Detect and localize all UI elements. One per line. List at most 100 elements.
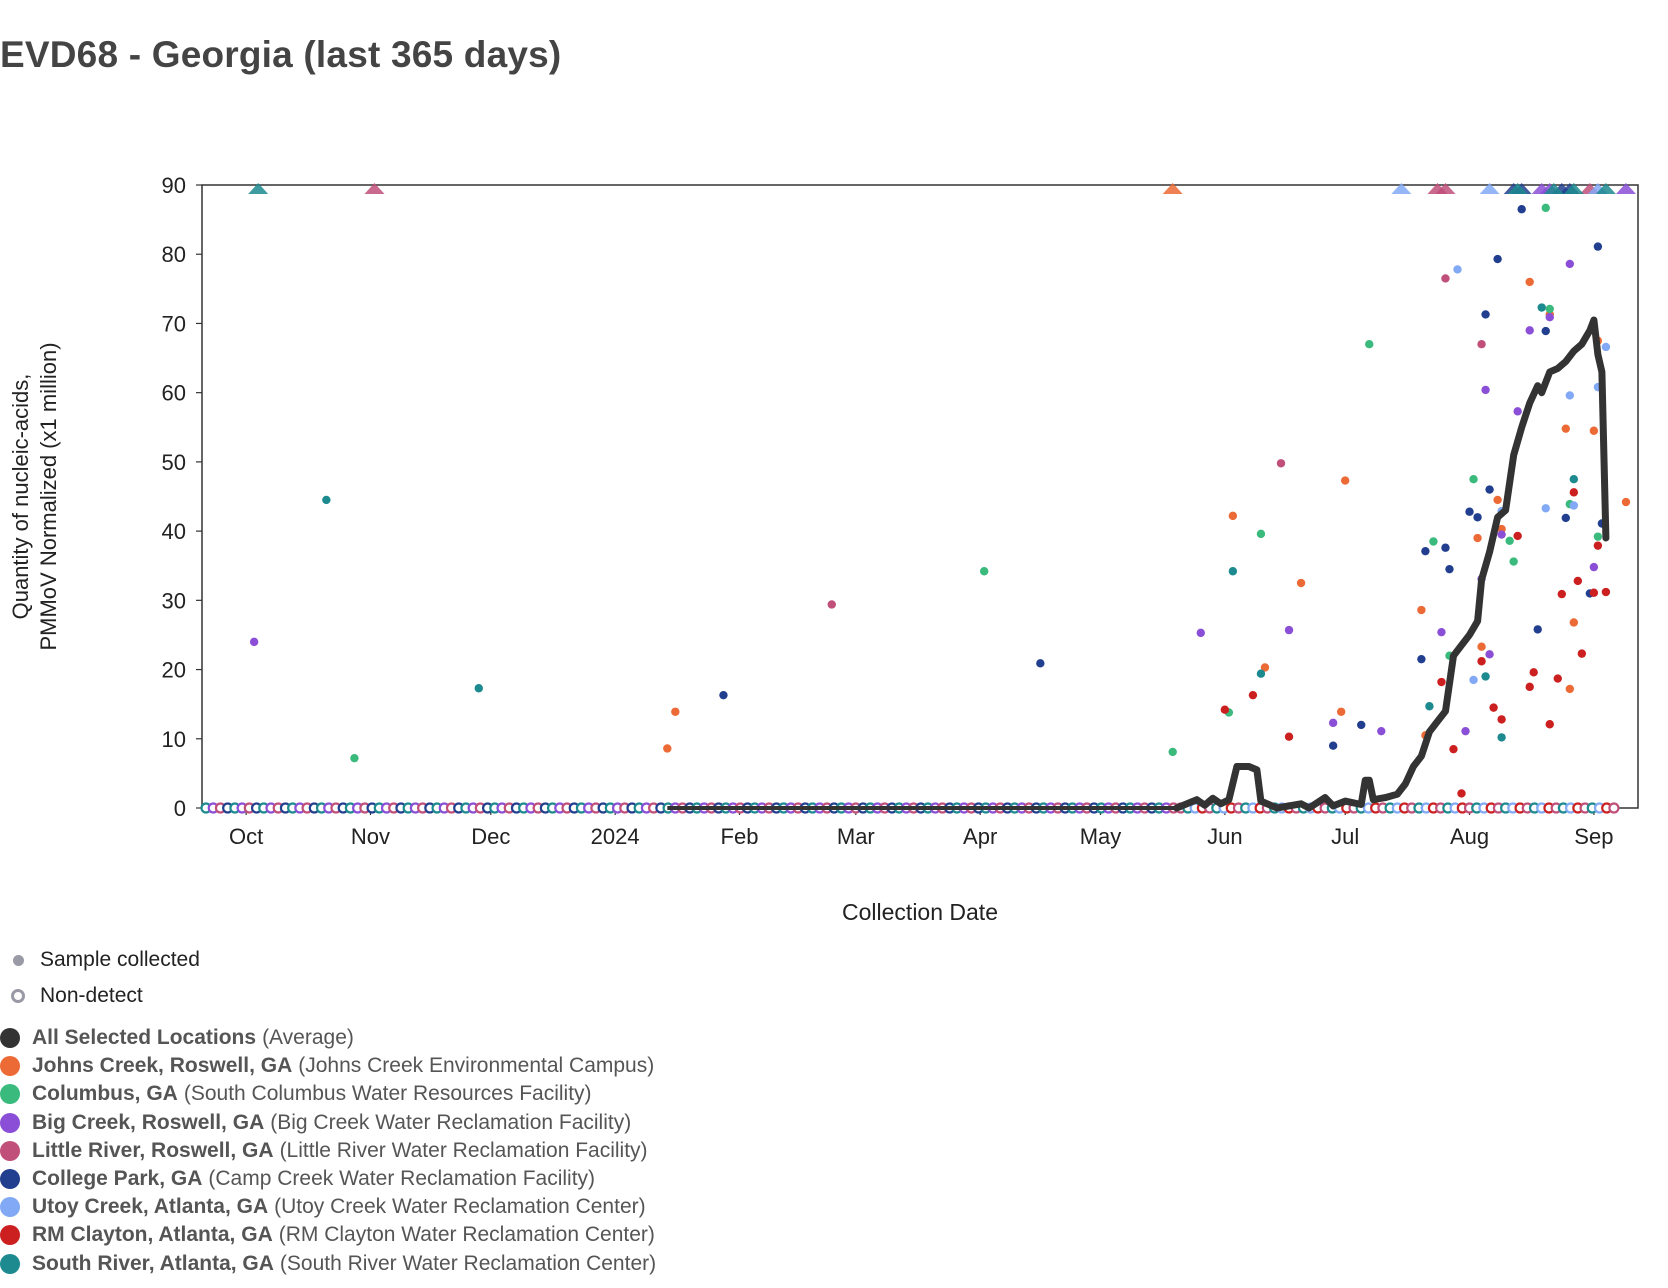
y-tick-label: 80 (162, 242, 186, 267)
x-tick: Jul (1331, 808, 1359, 849)
legend-swatch-icon (0, 1084, 20, 1105)
data-point (1256, 529, 1266, 539)
y-tick-label: 0 (174, 796, 186, 821)
data-point (1196, 628, 1205, 638)
series-legend-item[interactable]: Johns Creek, Roswell, GA (Johns Creek Env… (0, 1052, 656, 1080)
data-point (1493, 495, 1502, 505)
x-tick-label: Nov (351, 824, 390, 849)
data-point (1477, 642, 1486, 651)
legend-swatch-icon (0, 1112, 20, 1133)
data-point (1497, 733, 1506, 742)
y-tick: 10 (162, 727, 202, 752)
legend-series-name: College Park, GA (32, 1167, 203, 1191)
series-legend-item[interactable]: Big Creek, Roswell, GA (Big Creek Water R… (0, 1109, 656, 1137)
overflow-marker (1543, 183, 1564, 194)
data-point (1541, 504, 1550, 513)
data-point (1477, 657, 1486, 666)
x-tick-label: Oct (229, 824, 263, 849)
y-tick-label: 40 (162, 519, 186, 544)
data-point (1284, 732, 1294, 741)
data-point (1469, 474, 1478, 484)
data-point (1425, 702, 1434, 711)
y-tick: 70 (162, 311, 202, 336)
data-point (1449, 744, 1458, 754)
data-point (1437, 627, 1446, 637)
chart-svg[interactable]: 0 10 20 30 40 50 60 70 80 90 Oct Nov Dec 2024 Feb Mar Ap… (0, 150, 1668, 950)
data-point (1481, 310, 1490, 319)
sample-points (249, 203, 1631, 798)
data-point (1365, 340, 1374, 349)
data-point (350, 753, 359, 763)
data-point (1513, 531, 1522, 541)
data-point (1228, 511, 1238, 521)
filled-dot-icon (0, 954, 36, 966)
data-point (1569, 618, 1579, 627)
data-point (827, 600, 836, 609)
data-point (1481, 672, 1490, 681)
x-tick: Oct (229, 808, 263, 849)
data-point (1481, 385, 1490, 395)
x-tick-label: Jul (1331, 824, 1359, 849)
series-legend-item[interactable]: South River, Atlanta, GA (South River Wat… (0, 1250, 656, 1278)
data-point (1557, 589, 1566, 599)
data-point (1517, 205, 1526, 214)
legend-series-detail: (South River Water Reclamation Center) (279, 1251, 657, 1275)
data-point (1573, 576, 1583, 586)
y-tick-label: 60 (162, 381, 186, 406)
series-legend-item[interactable]: Utoy Creek, Atlanta, GA (Utoy Creek Water… (0, 1193, 656, 1221)
data-point (1485, 650, 1494, 659)
data-point (1441, 543, 1450, 552)
series-legend-item[interactable]: All Selected Locations (Average) (0, 1024, 656, 1052)
data-point (1457, 789, 1466, 798)
data-point (1429, 537, 1438, 546)
data-point (1545, 720, 1554, 729)
data-point (1569, 488, 1579, 497)
legend-swatch-icon (0, 1197, 20, 1218)
data-point (1493, 254, 1502, 264)
data-point (1565, 391, 1575, 400)
data-point (1445, 564, 1454, 574)
data-point (1228, 567, 1238, 576)
data-point (1593, 532, 1603, 541)
data-point (1533, 625, 1542, 634)
y-tick-label: 20 (162, 658, 186, 683)
legend-series-detail: (South Columbus Water Resources Facility… (183, 1082, 592, 1106)
data-point (1489, 703, 1498, 712)
legend-series-detail: (Johns Creek Environmental Campus) (298, 1054, 655, 1078)
data-point (1453, 265, 1462, 274)
y-tick-label: 50 (162, 450, 186, 475)
data-point (1561, 513, 1570, 523)
series-legend-item[interactable]: Little River, Roswell, GA (Little River W… (0, 1137, 656, 1165)
y-tick: 40 (162, 519, 202, 544)
series-legend-item[interactable]: Columbus, GA (South Columbus Water Resour… (0, 1080, 656, 1108)
data-point (1417, 654, 1426, 664)
data-point (1256, 669, 1266, 678)
legend-series-name: Big Creek, Roswell, GA (32, 1110, 265, 1134)
data-point (1525, 682, 1534, 692)
y-tick: 20 (162, 658, 202, 683)
data-point (1565, 259, 1575, 269)
x-tick-label: Sep (1574, 824, 1613, 849)
y-tick: 80 (162, 242, 202, 267)
x-tick: Aug (1450, 808, 1489, 849)
x-axis-label: Collection Date (842, 899, 998, 925)
x-tick: 2024 (591, 808, 640, 849)
data-point (1545, 304, 1554, 314)
data-point (1525, 277, 1534, 287)
x-tick: Apr (963, 808, 997, 849)
data-point (1541, 326, 1550, 336)
data-point (1377, 726, 1386, 736)
x-tick-label: Apr (963, 824, 997, 849)
x-tick-label: 2024 (591, 824, 640, 849)
series-legend-item[interactable]: RM Clayton, Atlanta, GA (RM Clayton Water… (0, 1221, 656, 1249)
legend-series-detail: (Little River Water Reclamation Facility… (279, 1138, 648, 1162)
data-point (1220, 705, 1230, 714)
y-tick: 60 (162, 381, 202, 406)
data-point (1469, 675, 1478, 685)
x-tick-label: May (1080, 824, 1122, 849)
series-legend-item[interactable]: College Park, GA (Camp Creek Water Reclam… (0, 1165, 656, 1193)
x-tick: May (1080, 808, 1122, 849)
data-point (1477, 340, 1486, 349)
legend-series-name: All Selected Locations (32, 1026, 257, 1050)
chart-container: 0 10 20 30 40 50 60 70 80 90 Oct Nov Dec 2024 Feb Mar Ap… (0, 150, 1668, 950)
